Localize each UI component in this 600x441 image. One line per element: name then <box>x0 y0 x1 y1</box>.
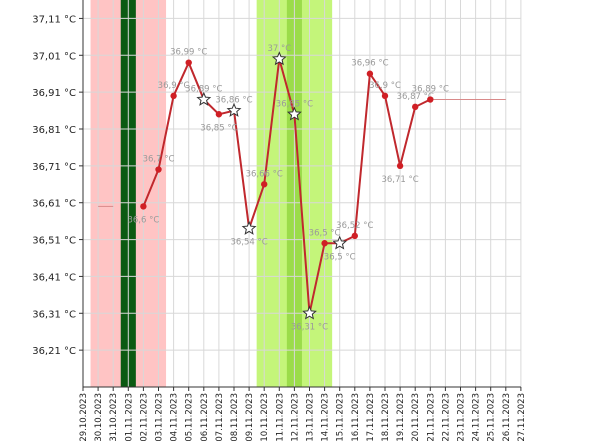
value-label: 36,6 °C <box>127 215 159 225</box>
y-tick-label: 36,41 °C <box>32 272 76 283</box>
x-tick-label: 02.11.2023 <box>139 393 149 441</box>
x-tick-label: 01.11.2023 <box>124 393 134 441</box>
star-point <box>241 220 257 235</box>
x-tick-label: 07.11.2023 <box>215 393 225 441</box>
point <box>396 162 404 170</box>
x-tick-label: 21.11.2023 <box>426 393 436 441</box>
value-label: 36,86 °C <box>215 96 252 106</box>
star-point <box>332 235 348 250</box>
x-tick-label: 25.11.2023 <box>487 393 497 441</box>
value-label: 36,54 °C <box>230 238 267 248</box>
value-label: 37 °C <box>267 44 291 54</box>
x-tick-label: 12.11.2023 <box>290 393 300 441</box>
series-line <box>142 58 431 314</box>
star-point <box>286 106 302 121</box>
x-tick-label: 18.11.2023 <box>381 393 391 441</box>
y-tick-label: 36,21 °C <box>32 346 76 357</box>
value-label: 36,89 °C <box>185 85 222 95</box>
x-tick-label: 23.11.2023 <box>457 393 467 441</box>
x-tick-label: 20.11.2023 <box>411 393 421 441</box>
value-label: 36,71 °C <box>381 175 418 185</box>
y-tick-label: 36,31 °C <box>32 309 76 320</box>
point <box>427 96 434 103</box>
value-label: 36,66 °C <box>246 169 283 179</box>
x-tick-label: 11.11.2023 <box>275 393 285 441</box>
y-tick-label: 36,61 °C <box>32 199 76 210</box>
value-label: 36,5 °C <box>309 228 341 238</box>
point <box>140 203 147 210</box>
star-point <box>226 102 242 117</box>
x-tick-label: 05.11.2023 <box>185 393 195 441</box>
y-tick-label: 36,91 °C <box>32 88 76 99</box>
value-label: 36,99 °C <box>170 48 207 58</box>
x-tick-label: 15.11.2023 <box>336 393 346 441</box>
x-tick-label: 14.11.2023 <box>321 393 331 441</box>
value-label: 36,89 °C <box>412 85 449 95</box>
point <box>170 92 177 100</box>
x-tick-label: 22.11.2023 <box>441 393 451 441</box>
x-tick-label: 13.11.2023 <box>306 393 316 441</box>
x-tick-label: 29.10.2023 <box>79 393 89 441</box>
point <box>321 240 328 247</box>
point <box>351 232 358 240</box>
star-point <box>302 305 317 320</box>
x-tick-label: 06.11.2023 <box>200 393 210 441</box>
y-tick-label: 37,01 °C <box>32 51 76 62</box>
point <box>366 70 374 77</box>
y-tick-label: 36,51 °C <box>32 236 76 247</box>
x-tick-label: 08.11.2023 <box>230 393 240 441</box>
y-tick-label: 37,11 °C <box>32 14 76 25</box>
value-label: 36,52 °C <box>336 221 373 231</box>
point <box>215 111 223 118</box>
point <box>155 166 162 173</box>
point <box>381 92 389 100</box>
x-tick-label: 24.11.2023 <box>472 393 482 441</box>
y-tick-label: 36,71 °C <box>32 162 76 173</box>
value-label: 36,87 °C <box>397 92 434 102</box>
x-tick-label: 30.10.2023 <box>94 393 104 441</box>
x-tick-label: 10.11.2023 <box>260 393 270 441</box>
point <box>185 59 192 66</box>
x-tick-label: 19.11.2023 <box>396 393 406 441</box>
star-point <box>271 51 287 66</box>
point <box>412 103 419 111</box>
x-tick-label: 17.11.2023 <box>366 393 376 441</box>
x-tick-label: 26.11.2023 <box>502 393 512 441</box>
x-tick-label: 03.11.2023 <box>155 393 165 441</box>
x-tick-label: 16.11.2023 <box>351 393 361 441</box>
value-label: 36,31 °C <box>291 322 328 332</box>
x-tick-label: 04.11.2023 <box>170 393 180 441</box>
value-label: 36,5 °C <box>324 252 356 262</box>
star-point <box>196 91 212 106</box>
value-label: 36,85 °C <box>276 99 313 109</box>
value-label: 36,85 °C <box>200 123 237 133</box>
value-label: 36,7 °C <box>143 155 175 165</box>
x-tick-label: 31.10.2023 <box>109 393 119 441</box>
x-tick-label: 27.11.2023 <box>517 393 527 441</box>
value-label: 36,9 °C <box>158 81 190 91</box>
y-tick-label: 36,81 °C <box>32 125 76 136</box>
value-label: 36,9 °C <box>369 81 401 91</box>
x-tick-label: 09.11.2023 <box>245 393 255 441</box>
value-label: 36,96 °C <box>351 59 388 69</box>
point <box>261 181 268 188</box>
